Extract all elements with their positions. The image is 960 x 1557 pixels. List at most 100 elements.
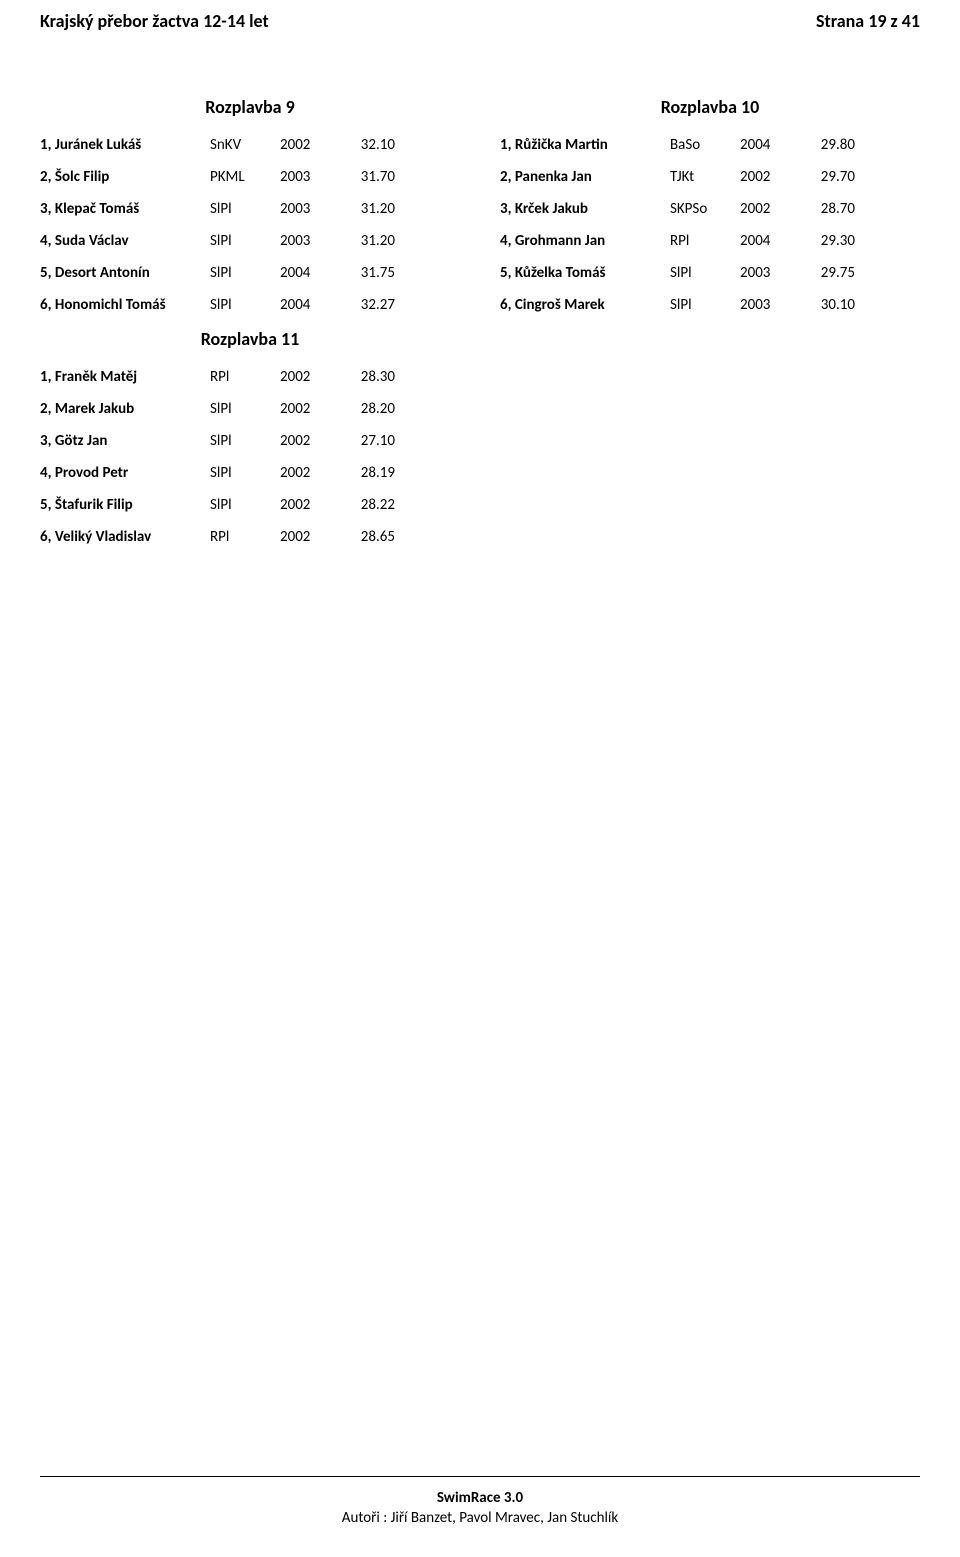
table-row: 5, Kůželka TomášSlPl200329.75 bbox=[500, 264, 920, 282]
swimmer-club: SlPl bbox=[210, 232, 280, 250]
swimmer-club: RPl bbox=[210, 368, 280, 386]
swimmer-year: 2004 bbox=[280, 296, 340, 314]
table-row: 4, Grohmann JanRPl200429.30 bbox=[500, 232, 920, 250]
swimmer-time: 28.65 bbox=[340, 528, 395, 546]
swimmer-year: 2003 bbox=[280, 168, 340, 186]
table-row: 5, Desort AntonínSlPl200431.75 bbox=[40, 264, 460, 282]
swimmer-club: BaSo bbox=[670, 136, 740, 154]
swimmer-time: 28.30 bbox=[340, 368, 395, 386]
swimmer-club: SnKV bbox=[210, 136, 280, 154]
swimmer-time: 27.10 bbox=[340, 432, 395, 450]
swimmer-year: 2002 bbox=[280, 368, 340, 386]
swimmer-time: 31.70 bbox=[340, 168, 395, 186]
swimmer-club: SlPl bbox=[210, 296, 280, 314]
table-row: 3, Götz JanSlPl200227.10 bbox=[40, 432, 460, 450]
header-left: Krajský přebor žactva 12-14 let bbox=[40, 10, 269, 32]
swimmer-name: 6, Veliký Vladislav bbox=[40, 528, 210, 546]
right-column: Rozplavba 101, Růžička MartinBaSo200429.… bbox=[500, 82, 920, 560]
swimmer-name: 1, Růžička Martin bbox=[500, 136, 670, 154]
table-row: 3, Klepač TomášSlPl200331.20 bbox=[40, 200, 460, 218]
swimmer-time: 32.27 bbox=[340, 296, 395, 314]
swimmer-year: 2002 bbox=[740, 168, 800, 186]
header-right: Strana 19 z 41 bbox=[816, 10, 920, 32]
swimmer-year: 2002 bbox=[280, 400, 340, 418]
swimmer-year: 2004 bbox=[740, 136, 800, 154]
table-row: 2, Marek JakubSlPl200228.20 bbox=[40, 400, 460, 418]
swimmer-year: 2003 bbox=[740, 264, 800, 282]
table-row: 4, Suda VáclavSlPl200331.20 bbox=[40, 232, 460, 250]
heat-heading: Rozplavba 10 bbox=[500, 96, 920, 118]
table-row: 1, Juránek LukášSnKV200232.10 bbox=[40, 136, 460, 154]
swimmer-name: 2, Marek Jakub bbox=[40, 400, 210, 418]
swimmer-club: TJKt bbox=[670, 168, 740, 186]
swimmer-year: 2004 bbox=[740, 232, 800, 250]
swimmer-year: 2002 bbox=[740, 200, 800, 218]
table-row: 3, Krček JakubSKPSo200228.70 bbox=[500, 200, 920, 218]
swimmer-year: 2002 bbox=[280, 432, 340, 450]
table-row: 2, Šolc FilipPKML200331.70 bbox=[40, 168, 460, 186]
swimmer-name: 3, Klepač Tomáš bbox=[40, 200, 210, 218]
left-column: Rozplavba 91, Juránek LukášSnKV200232.10… bbox=[40, 82, 460, 560]
swimmer-name: 2, Šolc Filip bbox=[40, 168, 210, 186]
table-row: 6, Veliký VladislavRPl200228.65 bbox=[40, 528, 460, 546]
swimmer-time: 31.20 bbox=[340, 232, 395, 250]
table-row: 1, Růžička MartinBaSo200429.80 bbox=[500, 136, 920, 154]
swimmer-name: 4, Suda Václav bbox=[40, 232, 210, 250]
swimmer-time: 31.20 bbox=[340, 200, 395, 218]
swimmer-time: 28.19 bbox=[340, 464, 395, 482]
swimmer-name: 3, Götz Jan bbox=[40, 432, 210, 450]
swimmer-year: 2002 bbox=[280, 496, 340, 514]
swimmer-club: PKML bbox=[210, 168, 280, 186]
swimmer-name: 6, Honomichl Tomáš bbox=[40, 296, 210, 314]
table-row: 4, Provod PetrSlPl200228.19 bbox=[40, 464, 460, 482]
table-row: 1, Franěk MatějRPl200228.30 bbox=[40, 368, 460, 386]
swimmer-club: SlPl bbox=[670, 264, 740, 282]
swimmer-name: 4, Provod Petr bbox=[40, 464, 210, 482]
swimmer-name: 1, Franěk Matěj bbox=[40, 368, 210, 386]
columns: Rozplavba 91, Juránek LukášSnKV200232.10… bbox=[40, 82, 920, 560]
swimmer-name: 5, Kůželka Tomáš bbox=[500, 264, 670, 282]
swimmer-time: 29.80 bbox=[800, 136, 855, 154]
swimmer-time: 29.70 bbox=[800, 168, 855, 186]
swimmer-name: 5, Desort Antonín bbox=[40, 264, 210, 282]
swimmer-time: 28.22 bbox=[340, 496, 395, 514]
swimmer-club: SlPl bbox=[670, 296, 740, 314]
heat-heading: Rozplavba 11 bbox=[40, 328, 460, 350]
swimmer-year: 2002 bbox=[280, 136, 340, 154]
table-row: 2, Panenka JanTJKt200229.70 bbox=[500, 168, 920, 186]
swimmer-name: 1, Juránek Lukáš bbox=[40, 136, 210, 154]
swimmer-time: 29.75 bbox=[800, 264, 855, 282]
swimmer-year: 2002 bbox=[280, 464, 340, 482]
page-header: Krajský přebor žactva 12-14 let Strana 1… bbox=[40, 10, 920, 32]
swimmer-time: 29.30 bbox=[800, 232, 855, 250]
swimmer-club: SlPl bbox=[210, 200, 280, 218]
swimmer-club: SlPl bbox=[210, 400, 280, 418]
swimmer-club: SlPl bbox=[210, 464, 280, 482]
swimmer-year: 2002 bbox=[280, 528, 340, 546]
footer-title: SwimRace 3.0 bbox=[0, 1489, 960, 1507]
swimmer-name: 3, Krček Jakub bbox=[500, 200, 670, 218]
swimmer-time: 32.10 bbox=[340, 136, 395, 154]
swimmer-club: SlPl bbox=[210, 264, 280, 282]
swimmer-time: 28.20 bbox=[340, 400, 395, 418]
table-row: 6, Honomichl TomášSlPl200432.27 bbox=[40, 296, 460, 314]
swimmer-time: 30.10 bbox=[800, 296, 855, 314]
page-footer: SwimRace 3.0 Autoři : Jiří Banzet, Pavol… bbox=[0, 1476, 960, 1527]
swimmer-time: 28.70 bbox=[800, 200, 855, 218]
swimmer-year: 2004 bbox=[280, 264, 340, 282]
swimmer-name: 6, Cingroš Marek bbox=[500, 296, 670, 314]
swimmer-name: 4, Grohmann Jan bbox=[500, 232, 670, 250]
swimmer-club: SlPl bbox=[210, 496, 280, 514]
swimmer-club: RPl bbox=[670, 232, 740, 250]
swimmer-year: 2003 bbox=[280, 232, 340, 250]
swimmer-year: 2003 bbox=[740, 296, 800, 314]
swimmer-year: 2003 bbox=[280, 200, 340, 218]
footer-authors: Autoři : Jiří Banzet, Pavol Mravec, Jan … bbox=[0, 1509, 960, 1527]
swimmer-club: SKPSo bbox=[670, 200, 740, 218]
swimmer-club: RPl bbox=[210, 528, 280, 546]
footer-rule bbox=[40, 1476, 920, 1477]
swimmer-name: 5, Štafurik Filip bbox=[40, 496, 210, 514]
swimmer-club: SlPl bbox=[210, 432, 280, 450]
swimmer-name: 2, Panenka Jan bbox=[500, 168, 670, 186]
heat-heading: Rozplavba 9 bbox=[40, 96, 460, 118]
